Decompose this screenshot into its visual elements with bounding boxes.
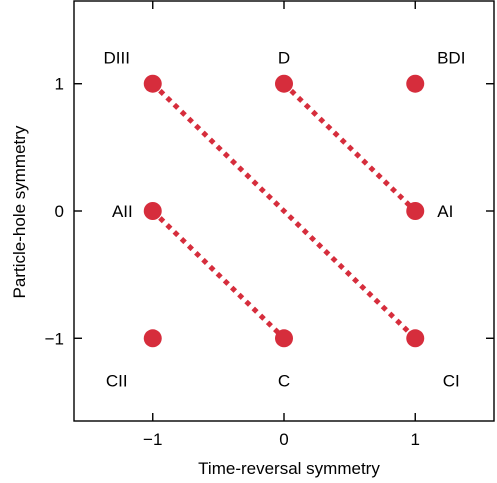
link-line-0 [151,81,417,341]
point-aii [143,202,162,220]
x-tick-label-0: −1 [143,430,162,449]
links-layer [151,81,417,341]
class-label-cii: CII [106,371,128,390]
class-label-diii: DIII [104,49,130,68]
class-label-aii: AII [112,202,133,221]
link-line-1 [282,81,417,213]
point-bdi [406,74,425,93]
ticks-layer: −1 0 1 −1 0 1 [45,1,494,449]
class-label-ci: CI [443,371,460,390]
point-d [275,74,293,93]
y-tick-label-1: 0 [55,202,64,221]
point-c [275,329,293,348]
y-tick-label-0: −1 [45,329,64,348]
class-label-ai: AI [437,202,453,221]
x-tick-label-2: 1 [411,430,420,449]
point-ci [406,329,425,348]
point-diii [143,74,162,93]
class-label-c: C [278,371,290,390]
y-axis-label: Particle-hole symmetry [10,125,29,298]
class-label-d: D [278,49,290,68]
x-tick-label-1: 0 [279,430,288,449]
link-line-2 [151,209,286,341]
y-tick-label-2: 1 [55,75,64,94]
point-cii [143,329,162,348]
points-layer [143,74,425,348]
class-label-bdi: BDI [437,49,465,68]
class-labels-layer: DIII D BDI AII AI CII C CI [104,49,466,391]
point-ai [406,202,425,220]
x-axis-label: Time-reversal symmetry [198,459,380,478]
